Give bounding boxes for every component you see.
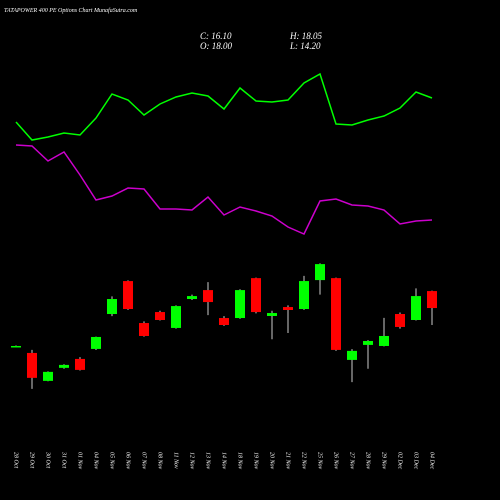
candle-body [219,318,229,325]
candle-body [331,278,341,350]
x-tick-label: 02 Dec [397,452,403,469]
stat-high: H: 18.05 [289,31,322,41]
x-tick-label: 21 Nov [285,452,291,470]
indicator-line [15,144,433,235]
candle-body [411,296,421,320]
x-tick-label: 06 Nov [125,452,131,470]
x-tick-label: 29 Nov [381,452,387,470]
x-tick-label: 18 Nov [237,452,243,470]
candle-body [363,340,373,345]
candle-body [203,290,213,303]
candle-body [379,335,389,346]
indicator-line [15,72,433,141]
x-tick-label: 01 Nov [77,452,83,470]
candle-body [235,290,245,319]
candle-body [59,364,69,368]
candle-body [315,264,325,281]
candle-body [395,314,405,327]
x-tick-label: 07 Nov [141,452,147,470]
candle-body [267,313,277,316]
x-tick-label: 04 Dec [429,452,436,469]
x-tick-label: 12 Nov [189,452,195,470]
x-tick-label: 31 Oct [61,451,67,468]
candle-body [43,371,53,381]
x-tick-label: 26 Nov [333,452,339,470]
x-tick-label: 08 Nov [157,452,163,470]
x-tick-label: 11 Nov [173,452,179,469]
candle-body [91,336,101,349]
x-tick-label: 25 Nov [317,452,323,470]
stat-open: O: 18.00 [200,41,232,51]
candle-body [427,291,437,309]
candle-body [299,281,309,310]
candle-body [155,312,165,320]
x-tick-label: 20 Nov [269,452,275,470]
x-tick-label: 03 Dec [413,452,419,469]
candle-body [123,281,133,310]
candle-body [283,307,293,310]
candle-body [347,350,357,360]
stat-close: C: 16.10 [200,31,232,41]
x-tick-label: 14 Nov [221,452,228,470]
x-tick-label: 28 Nov [365,452,371,470]
chart-title: TATAPOWER 400 PE Options Chart MunafaSut… [4,7,138,14]
candle-body [139,323,149,336]
x-tick-label: 13 Nov [205,452,211,470]
candle-body [171,306,181,328]
x-tick-label: 04 Nov [93,452,100,470]
x-tick-label: 29 Oct [29,452,35,468]
candle-body [75,358,85,370]
x-tick-label: 05 Nov [109,452,115,470]
candle-body [187,296,197,300]
candle-body [11,345,21,348]
candle-body [107,299,117,315]
stat-low: L: 14.20 [289,41,321,51]
x-tick-label: 30 Oct [45,451,51,468]
x-tick-label: 22 Nov [301,452,307,470]
x-tick-label: 19 Nov [253,452,259,470]
x-tick-label: 28 Oct [13,452,19,468]
x-tick-label: 27 Nov [349,452,355,470]
candle-body [251,278,261,313]
candle-body [27,352,37,378]
